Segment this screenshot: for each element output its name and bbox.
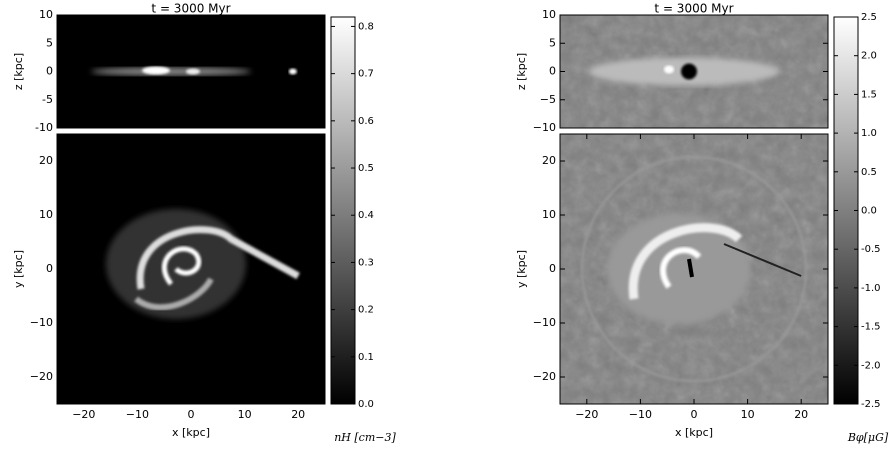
y-axis-label: z [kpc] xyxy=(12,53,25,90)
field xyxy=(660,247,702,289)
y-axis-label: y [kpc] xyxy=(515,250,528,288)
x-tick-label: −10 xyxy=(126,408,149,421)
x-tick-label: 20 xyxy=(291,408,305,421)
x-tick-label: 0 xyxy=(188,408,195,421)
image xyxy=(560,134,828,404)
gas xyxy=(91,67,251,76)
colorbar-tick-label: 0.5 xyxy=(358,163,374,174)
gas xyxy=(134,277,214,311)
colorbar-tick-label: 0.6 xyxy=(358,116,374,127)
colorbar-tick-label: 0.1 xyxy=(358,352,374,363)
gas xyxy=(186,68,200,75)
gas xyxy=(161,246,201,286)
y-tick-label: -5 xyxy=(42,93,53,106)
chart-title: t = 3000 Myr xyxy=(654,2,733,16)
image xyxy=(57,134,325,404)
colorbar-tick-label: 0.2 xyxy=(358,305,374,316)
colorbar-tick-label: 0.5 xyxy=(861,167,877,178)
y-tick-label: -10 xyxy=(35,121,53,134)
x-tick-label: 20 xyxy=(794,408,808,421)
colorbar-tick-label: 0.0 xyxy=(861,206,877,217)
colorbar xyxy=(330,16,356,405)
y-tick-label: 10 xyxy=(39,208,53,221)
y-axis-label: y [kpc] xyxy=(12,250,25,288)
field xyxy=(664,65,674,74)
y-tick-label: 0 xyxy=(549,65,556,78)
x-tick-label: 10 xyxy=(238,408,252,421)
y-tick-label: −5 xyxy=(540,93,556,106)
y-tick-label: −20 xyxy=(533,370,556,383)
x-tick-label: −20 xyxy=(72,408,95,421)
image xyxy=(560,15,828,128)
x-axis-label: x [kpc] xyxy=(675,426,713,439)
field xyxy=(687,258,694,278)
y-tick-label: −10 xyxy=(30,316,53,329)
field xyxy=(581,156,807,382)
gas xyxy=(106,209,246,319)
colorbar-tick-label: -2.0 xyxy=(861,360,881,371)
y-tick-label: 5 xyxy=(46,36,53,49)
y-tick-label: 0 xyxy=(549,262,556,275)
colorbar-tick-label: 0.3 xyxy=(358,257,374,268)
colorbar-tick-label: 1.0 xyxy=(861,128,877,139)
colorbar-label: nH [cm−3] xyxy=(334,431,396,444)
y-tick-label: 5 xyxy=(549,36,556,49)
y-tick-label: 10 xyxy=(39,8,53,21)
y-tick-label: 0 xyxy=(46,65,53,78)
colorbar-tick-label: -1.5 xyxy=(861,322,881,333)
field xyxy=(628,223,743,300)
y-tick-label: −20 xyxy=(30,370,53,383)
y-tick-label: 10 xyxy=(542,208,556,221)
field xyxy=(681,63,697,80)
gas xyxy=(136,226,300,290)
image xyxy=(57,15,325,128)
colorbar-tick-label: 1.5 xyxy=(861,89,877,100)
y-tick-label: −10 xyxy=(533,121,556,134)
field xyxy=(607,214,751,324)
field xyxy=(723,243,802,277)
x-tick-label: 10 xyxy=(741,408,755,421)
chart-title: t = 3000 Myr xyxy=(151,2,230,16)
y-tick-label: 0 xyxy=(46,262,53,275)
colorbar-tick-label: -2.5 xyxy=(861,399,881,410)
colorbar-tick-label: -0.5 xyxy=(861,244,881,255)
gas xyxy=(142,66,170,75)
colorbar-label: Bφ[μG] xyxy=(847,431,889,444)
y-tick-label: 20 xyxy=(542,154,556,167)
y-axis-label: z [kpc] xyxy=(515,53,528,90)
colorbar-tick-label: 2.0 xyxy=(861,51,877,62)
y-tick-label: 20 xyxy=(39,154,53,167)
colorbar-tick-label: 0.0 xyxy=(358,399,374,410)
colorbar-tick-label: 2.5 xyxy=(861,12,877,23)
colorbar-tick-label: -1.0 xyxy=(861,283,881,294)
colorbar-tick-label: 0.8 xyxy=(358,21,374,32)
colorbar-tick-label: 0.4 xyxy=(358,210,374,221)
colorbar-tick-label: 0.7 xyxy=(358,69,374,80)
y-tick-label: −10 xyxy=(533,316,556,329)
x-tick-label: −20 xyxy=(575,408,598,421)
x-tick-label: −10 xyxy=(629,408,652,421)
y-tick-label: 10 xyxy=(542,8,556,21)
gas xyxy=(288,68,297,75)
x-axis-label: x [kpc] xyxy=(172,426,210,439)
x-tick-label: 0 xyxy=(691,408,698,421)
